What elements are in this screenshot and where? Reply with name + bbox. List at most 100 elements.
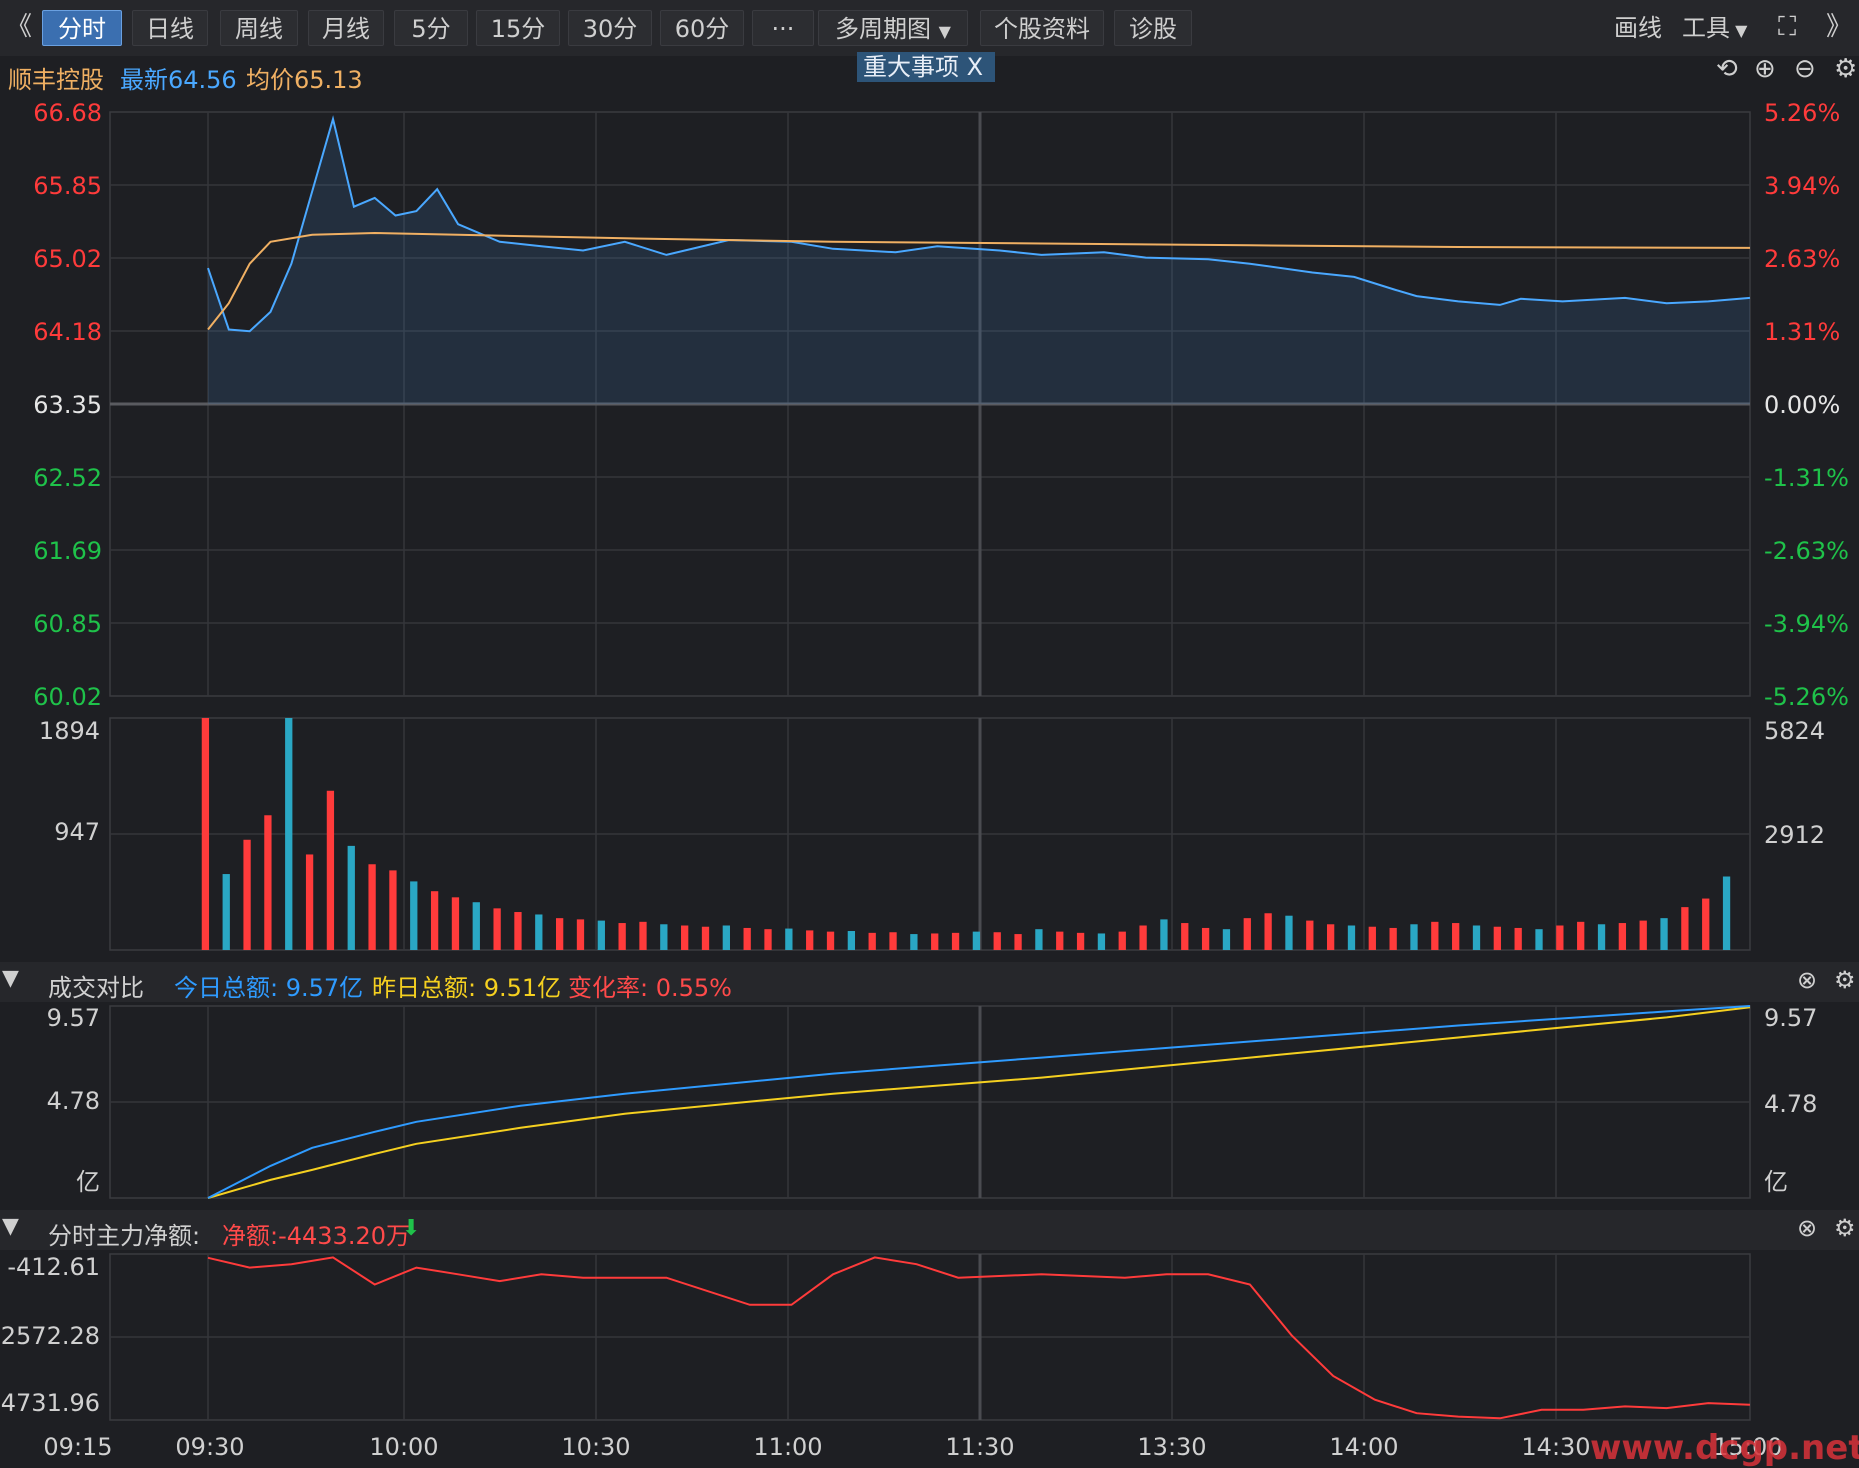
flow-title: 分时主力净额: <box>48 1222 201 1250</box>
volume-bar <box>1264 913 1272 950</box>
tools-label: 工具 <box>1682 14 1730 42</box>
panel-settings-icon[interactable]: ⚙ <box>1834 966 1856 994</box>
tab-weekly[interactable]: 周线 <box>220 10 298 46</box>
y-tick-right: 0.00% <box>1764 391 1840 419</box>
volume-bar <box>451 897 460 950</box>
tab-5min[interactable]: 5分 <box>394 10 468 46</box>
y-tick-right: 亿 <box>1764 1168 1788 1196</box>
volume-bar <box>660 924 668 950</box>
volume-bar <box>514 912 522 950</box>
y-tick-right: -2.63% <box>1764 537 1849 565</box>
yesterday-total: 昨日总额: 9.51亿 <box>372 974 562 1002</box>
volume-bar <box>222 874 230 950</box>
volume-bar <box>1306 920 1314 950</box>
volume-bar <box>1243 918 1251 950</box>
watermark: www.dcgp.net <box>1590 1428 1859 1468</box>
tab-60min[interactable]: 60分 <box>660 10 744 46</box>
stock-name: 顺丰控股 <box>8 66 104 94</box>
close-panel-icon[interactable]: ⊗ <box>1797 1214 1818 1242</box>
y-tick-right: 1.31% <box>1764 318 1840 346</box>
volume-bar <box>1181 923 1189 950</box>
chevron-down-icon: ▼ <box>1730 21 1748 40</box>
stock-profile-button[interactable]: 个股资料 <box>980 10 1104 46</box>
price-line <box>207 115 1751 333</box>
time-tick: 10:30 <box>561 1433 630 1461</box>
fullscreen-icon[interactable]: ⛶ <box>1778 12 1797 42</box>
volume-bar <box>743 927 751 950</box>
volume-bar <box>1139 925 1147 950</box>
volume-bar <box>1660 918 1668 950</box>
volume-bar <box>1702 898 1710 950</box>
volume-bar <box>951 932 960 950</box>
close-panel-icon[interactable]: ⊗ <box>1797 966 1818 994</box>
major-event-tag[interactable]: 重大事项 X <box>857 52 995 82</box>
tab-intraday[interactable]: 分时 <box>42 10 122 46</box>
settings-gear-icon[interactable]: ⚙ <box>1834 54 1858 84</box>
volume-bar <box>1056 931 1064 950</box>
volume-bar <box>1389 927 1397 950</box>
time-tick: 14:30 <box>1521 1433 1590 1461</box>
tab-monthly[interactable]: 月线 <box>308 10 384 46</box>
y-tick-right: 5.26% <box>1764 99 1840 127</box>
multi-period-label: 多周期图 <box>835 15 932 43</box>
volume-bar <box>1431 921 1439 950</box>
collapse-panel-icon[interactable]: ▼ <box>2 966 19 991</box>
volume-bar <box>1076 932 1085 950</box>
volume-bar <box>722 925 730 950</box>
tab-15min[interactable]: 15分 <box>476 10 560 46</box>
tab-daily[interactable]: 日线 <box>132 10 208 46</box>
volume-bar <box>1577 921 1585 950</box>
y-tick-left: 61.69 <box>33 537 102 565</box>
y-tick-right: 2.63% <box>1764 245 1840 273</box>
volume-bar <box>1681 907 1689 950</box>
y-tick-right: 2912 <box>1764 821 1825 849</box>
y-tick-left: 60.85 <box>33 610 102 638</box>
time-tick: 14:00 <box>1329 1433 1398 1461</box>
tools-dropdown[interactable]: 工具 ▼ <box>1682 10 1747 46</box>
chevron-down-icon: ▼ <box>938 22 951 41</box>
net-amount: 净额:-4433.20万 <box>222 1222 410 1250</box>
multi-period-dropdown[interactable]: 多周期图 ▼ <box>818 10 968 46</box>
quote-info-bar: 顺丰控股 最新64.56 均价65.13 ⟲ ⊕ ⊖ ⚙ <box>0 54 1859 94</box>
volume-bar <box>535 914 543 950</box>
draw-line-button[interactable]: 画线 <box>1614 14 1662 42</box>
volume-bar <box>1160 919 1168 950</box>
volume-bar <box>597 920 605 950</box>
volume-bar <box>1326 924 1335 950</box>
collapse-panel-icon[interactable]: ▼ <box>2 1214 19 1239</box>
volume-bar <box>1035 929 1043 950</box>
price-area <box>208 119 1750 404</box>
more-periods-button[interactable]: ··· <box>752 10 814 46</box>
volume-bar <box>1722 876 1731 950</box>
volume-bar <box>326 790 335 950</box>
down-arrow-icon: ⬇ <box>402 1216 421 1241</box>
plot-frame <box>109 111 1751 697</box>
panel-settings-icon[interactable]: ⚙ <box>1834 1214 1856 1242</box>
volume-bar <box>368 864 376 950</box>
volume-bar <box>868 932 876 950</box>
volume-bar <box>785 928 793 950</box>
collapse-left-icon[interactable]: 《 <box>6 12 33 42</box>
turnover-compare-bar: ▼ 成交对比 今日总额: 9.57亿 昨日总额: 9.51亿 变化率: 0.55… <box>0 962 1859 1002</box>
y-tick-left: 60.02 <box>33 683 102 711</box>
y-tick-left: 947 <box>54 818 100 846</box>
y-tick-left: 63.35 <box>33 391 102 419</box>
undo-icon[interactable]: ⟲ <box>1716 54 1738 84</box>
collapse-right-icon[interactable]: 》 <box>1826 12 1853 42</box>
volume-bar <box>639 921 647 950</box>
zoom-in-icon[interactable]: ⊕ <box>1754 54 1776 84</box>
y-tick-left: 64.18 <box>33 318 102 346</box>
diagnose-button[interactable]: 诊股 <box>1114 10 1192 46</box>
volume-bar <box>806 930 814 950</box>
y-tick-right: -1.31% <box>1764 464 1849 492</box>
zoom-out-icon[interactable]: ⊖ <box>1794 54 1816 84</box>
volume-bar <box>1285 915 1293 950</box>
main-flow-bar: ▼ 分时主力净额: 净额:-4433.20万 ⬇ ⊗ ⚙ <box>0 1210 1859 1250</box>
volume-bar <box>847 931 856 950</box>
y-tick-right: 3.94% <box>1764 172 1840 200</box>
volume-bar <box>1097 933 1106 950</box>
tab-30min[interactable]: 30分 <box>568 10 652 46</box>
volume-bar <box>618 923 626 950</box>
volume-bar <box>347 845 355 950</box>
volume-bar <box>430 891 439 950</box>
